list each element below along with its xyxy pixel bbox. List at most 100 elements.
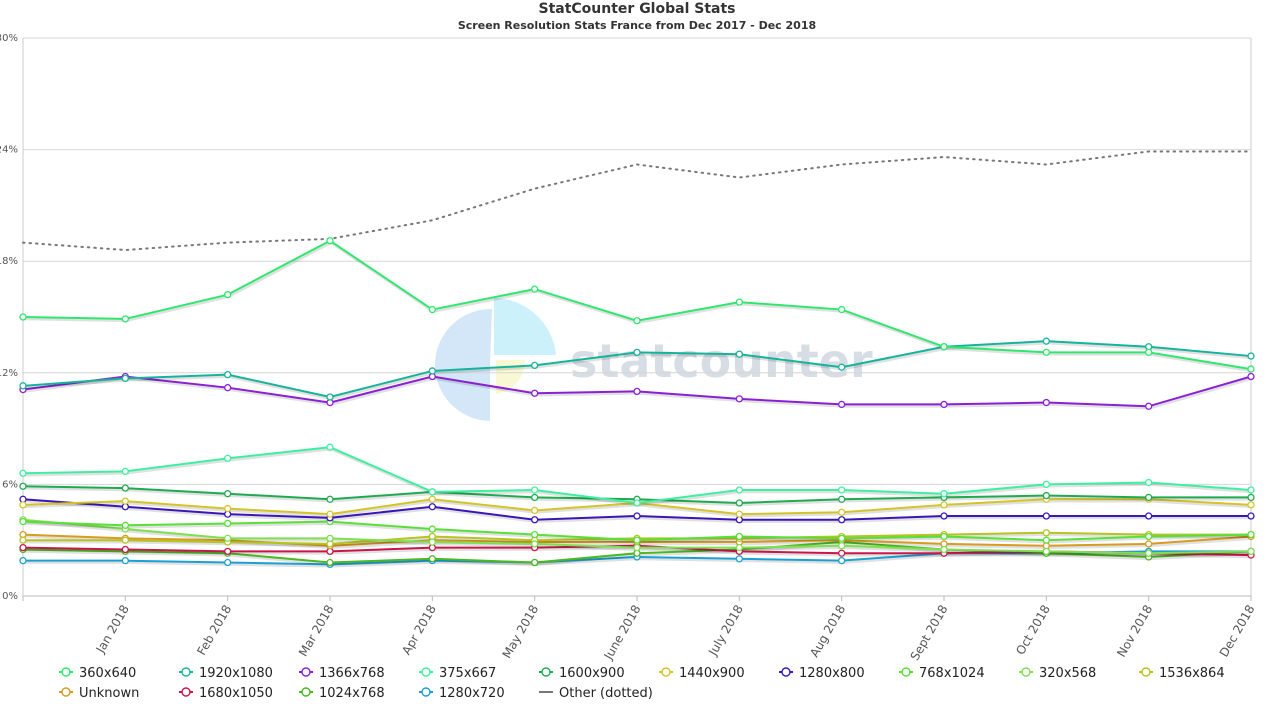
- legend-item[interactable]: 1280x720: [419, 686, 505, 701]
- data-point[interactable]: [531, 558, 539, 567]
- data-point[interactable]: [1247, 547, 1255, 556]
- data-point[interactable]: [531, 389, 539, 397]
- data-point[interactable]: [735, 499, 743, 507]
- data-point[interactable]: [1247, 352, 1255, 360]
- legend-item[interactable]: 1366x768: [299, 666, 385, 681]
- data-point[interactable]: [838, 549, 846, 557]
- data-point[interactable]: [1145, 512, 1153, 520]
- data-point[interactable]: [428, 503, 436, 511]
- data-point[interactable]: [224, 534, 232, 542]
- data-point[interactable]: [224, 558, 232, 567]
- data-point[interactable]: [1145, 402, 1153, 410]
- data-point[interactable]: [428, 555, 436, 563]
- data-point[interactable]: [1042, 398, 1050, 407]
- data-point[interactable]: [1247, 512, 1255, 520]
- legend-item[interactable]: 320x568: [1019, 666, 1096, 681]
- data-point[interactable]: [838, 508, 846, 516]
- data-point[interactable]: [326, 558, 334, 567]
- data-point[interactable]: [1247, 530, 1255, 539]
- data-point[interactable]: [531, 493, 539, 502]
- data-point[interactable]: [531, 506, 539, 515]
- data-point[interactable]: [633, 499, 641, 507]
- data-point[interactable]: [121, 484, 129, 492]
- legend-item[interactable]: 768x1024: [899, 666, 985, 681]
- data-point[interactable]: [735, 532, 743, 541]
- data-point[interactable]: [19, 313, 27, 321]
- data-point[interactable]: [531, 540, 539, 548]
- data-point[interactable]: [326, 393, 334, 401]
- data-point[interactable]: [1042, 491, 1050, 500]
- data-point[interactable]: [19, 482, 27, 490]
- data-point[interactable]: [1042, 529, 1050, 537]
- data-point[interactable]: [735, 298, 743, 306]
- data-point[interactable]: [121, 374, 129, 383]
- data-point[interactable]: [940, 343, 948, 351]
- data-point[interactable]: [19, 501, 27, 509]
- data-point[interactable]: [633, 543, 641, 552]
- data-point[interactable]: [838, 305, 846, 314]
- legend-item[interactable]: Other (dotted): [539, 686, 653, 701]
- legend-item[interactable]: 1600x900: [539, 666, 625, 681]
- data-point[interactable]: [531, 486, 539, 494]
- legend-item[interactable]: 1920x1080: [179, 666, 273, 681]
- data-point[interactable]: [838, 534, 846, 542]
- legend-item[interactable]: 1536x864: [1139, 666, 1225, 681]
- data-point[interactable]: [19, 469, 27, 477]
- data-point[interactable]: [940, 512, 948, 520]
- data-point[interactable]: [121, 497, 129, 505]
- data-point[interactable]: [838, 542, 846, 550]
- data-point[interactable]: [326, 510, 334, 518]
- data-point[interactable]: [633, 512, 641, 520]
- data-point[interactable]: [1247, 365, 1255, 373]
- data-point[interactable]: [531, 516, 539, 524]
- data-point[interactable]: [735, 510, 743, 518]
- data-point[interactable]: [121, 521, 129, 529]
- data-point[interactable]: [121, 557, 129, 565]
- data-point[interactable]: [940, 532, 948, 541]
- data-point[interactable]: [326, 495, 334, 503]
- data-point[interactable]: [224, 519, 232, 528]
- data-point[interactable]: [1145, 493, 1153, 502]
- data-point[interactable]: [838, 363, 846, 371]
- data-point[interactable]: [1042, 536, 1050, 544]
- data-point[interactable]: [224, 454, 232, 463]
- data-point[interactable]: [838, 516, 846, 524]
- data-point[interactable]: [428, 538, 436, 546]
- data-point[interactable]: [1145, 549, 1153, 557]
- data-point[interactable]: [838, 400, 846, 409]
- data-point[interactable]: [121, 536, 129, 544]
- data-point[interactable]: [1145, 348, 1153, 356]
- data-point[interactable]: [121, 545, 129, 554]
- data-point[interactable]: [428, 488, 436, 496]
- data-point[interactable]: [735, 555, 743, 563]
- data-point[interactable]: [224, 547, 232, 556]
- data-point[interactable]: [428, 305, 436, 314]
- legend-item[interactable]: 375x667: [419, 666, 496, 681]
- legend-item[interactable]: 1440x900: [659, 666, 745, 681]
- data-point[interactable]: [1042, 480, 1050, 489]
- legend-item[interactable]: 1280x800: [779, 666, 865, 681]
- data-point[interactable]: [428, 495, 436, 503]
- data-point[interactable]: [735, 543, 743, 552]
- legend-item[interactable]: Unknown: [59, 686, 139, 701]
- data-point[interactable]: [531, 530, 539, 539]
- data-point[interactable]: [1247, 486, 1255, 494]
- data-point[interactable]: [428, 367, 436, 375]
- data-point[interactable]: [838, 486, 846, 494]
- data-point[interactable]: [224, 504, 232, 513]
- data-point[interactable]: [1042, 512, 1050, 520]
- data-point[interactable]: [19, 517, 27, 526]
- data-point[interactable]: [121, 467, 129, 476]
- data-point[interactable]: [1247, 372, 1255, 381]
- data-point[interactable]: [224, 291, 232, 299]
- data-point[interactable]: [940, 501, 948, 509]
- data-point[interactable]: [224, 384, 232, 392]
- legend-item[interactable]: 1680x1050: [179, 686, 273, 701]
- data-point[interactable]: [19, 382, 27, 390]
- data-point[interactable]: [633, 387, 641, 396]
- legend-item[interactable]: 360x640: [59, 666, 136, 681]
- data-point[interactable]: [326, 443, 334, 451]
- data-point[interactable]: [121, 315, 129, 323]
- data-point[interactable]: [1042, 348, 1050, 356]
- data-point[interactable]: [940, 400, 948, 409]
